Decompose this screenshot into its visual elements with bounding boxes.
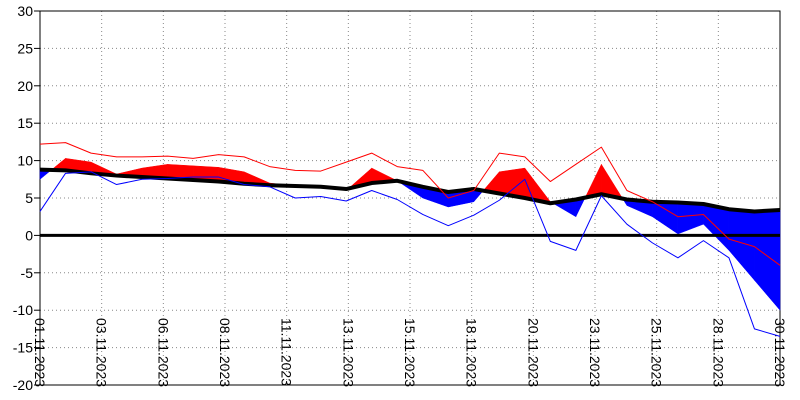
y-tick-label: -20 (13, 377, 33, 393)
x-tick-label: 20.11.2023 (525, 318, 541, 387)
x-tick-label: 11.11.2023 (279, 318, 295, 386)
x-tick-label: 03.11.2023 (94, 318, 110, 387)
plot-frame (39, 10, 781, 386)
x-tick-label: 18.11.2023 (464, 318, 480, 387)
y-tick-label: -10 (13, 302, 33, 318)
y-tick-label: 10 (17, 153, 33, 169)
y-tick-label: -15 (13, 340, 33, 356)
y-tick-label: 25 (17, 40, 33, 56)
y-tick-label: -5 (21, 265, 34, 281)
series-line (39, 171, 781, 337)
x-tick-label: 15.11.2023 (402, 318, 418, 387)
x-tick-label: 25.11.2023 (649, 318, 665, 387)
x-tick-label: 13.11.2023 (340, 318, 356, 387)
series-line (39, 142, 781, 266)
y-tick-label: 30 (17, 3, 33, 19)
y-tick-label: 20 (17, 78, 33, 94)
x-tick-label: 06.11.2023 (155, 318, 171, 387)
y-tick-label: 0 (25, 227, 33, 243)
y-tick-label: 15 (17, 115, 33, 131)
x-tick-label: 23.11.2023 (587, 318, 603, 387)
y-tick-label: 5 (25, 190, 33, 206)
x-tick-label: 08.11.2023 (217, 318, 233, 387)
x-tick-label: 28.11.2023 (710, 318, 726, 387)
